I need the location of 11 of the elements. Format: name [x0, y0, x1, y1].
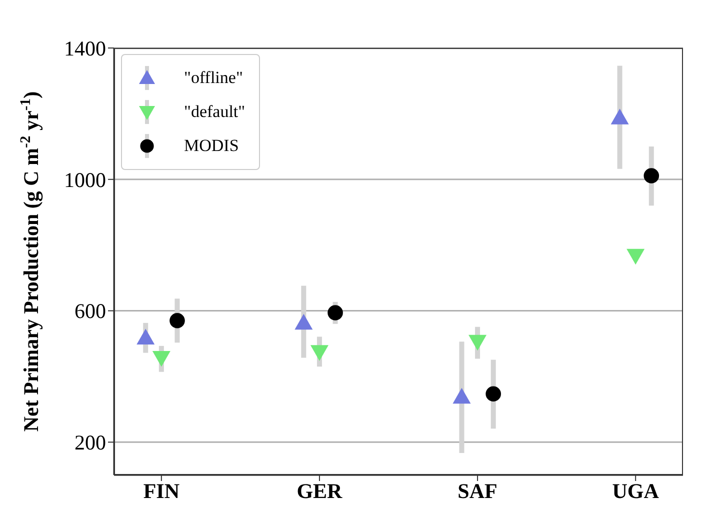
x-tick-label: FIN [143, 478, 180, 503]
y-tick-label: 1000 [64, 168, 106, 192]
legend-label: MODIS [184, 136, 239, 156]
x-tick-label: SAF [458, 478, 498, 503]
legend-label: "default" [184, 102, 246, 122]
y-tick-label: 200 [74, 430, 106, 455]
y-tick-label: 1400 [64, 36, 106, 60]
x-tick-label: GER [296, 478, 344, 503]
legend-label: "offline" [184, 68, 243, 88]
x-tick-label: UGA [612, 478, 660, 503]
y-tick-label: 600 [74, 299, 106, 324]
